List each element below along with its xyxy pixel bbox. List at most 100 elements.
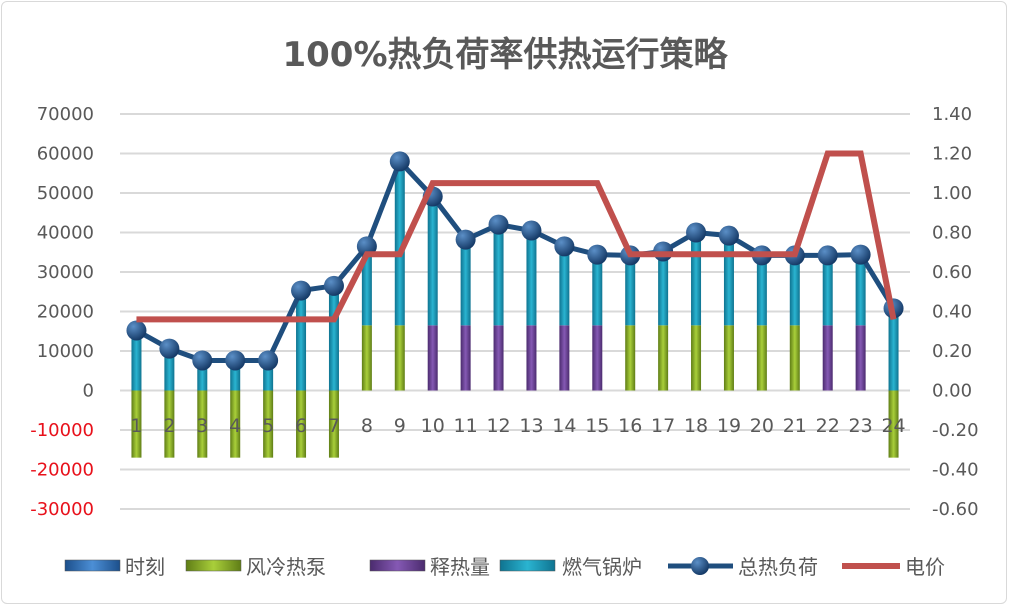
category-label: 18 xyxy=(684,415,708,437)
category-label: 22 xyxy=(816,415,840,437)
gas-boiler-bar xyxy=(493,224,504,326)
chart-title: 100%热负荷率供热运行策略 xyxy=(282,35,728,75)
category-label: 20 xyxy=(750,415,774,437)
total-load-point xyxy=(323,275,344,296)
gas-boiler-bar xyxy=(394,161,405,326)
left-axis-tick: 20000 xyxy=(37,302,94,323)
gas-boiler-bar xyxy=(559,246,570,326)
right-axis-tick: 0.60 xyxy=(932,262,972,283)
heat-release-bar xyxy=(460,325,471,391)
gas-boiler-bar xyxy=(756,255,767,326)
total-load-point xyxy=(126,320,147,341)
gas-boiler-bar xyxy=(822,255,833,326)
heat-pump-bar xyxy=(197,390,208,458)
heat-release-bar xyxy=(855,325,866,391)
category-label: 16 xyxy=(618,415,642,437)
gas-boiler-bar xyxy=(691,232,702,326)
legend-label: 总热负荷 xyxy=(738,555,818,579)
gas-boiler-bar xyxy=(723,235,734,326)
heat-pump-bar xyxy=(296,390,307,458)
gas-boiler-bar xyxy=(658,251,669,326)
heat-pump-bar xyxy=(361,325,372,391)
left-axis-tick: 10000 xyxy=(37,341,94,362)
total-load-point xyxy=(718,225,739,246)
total-load-point xyxy=(291,280,312,301)
category-label: 14 xyxy=(552,415,576,437)
total-load-line xyxy=(135,158,896,363)
total-load-point xyxy=(554,236,575,257)
heat-pump-bar xyxy=(756,325,767,391)
right-axis-tick: 1.40 xyxy=(932,104,972,125)
left-axis-tick: -10000 xyxy=(30,420,94,441)
left-axis-tick: 30000 xyxy=(37,262,94,283)
total-load-point xyxy=(192,350,213,371)
gas-boiler-bar xyxy=(526,230,537,326)
total-load-point xyxy=(850,244,871,265)
gas-boiler-bar xyxy=(296,290,307,391)
left-axis-tick: 40000 xyxy=(37,223,94,244)
category-label: 11 xyxy=(454,415,478,437)
gas-boiler-bar xyxy=(789,255,800,326)
left-axis-tick: 0 xyxy=(83,381,94,402)
category-label: 21 xyxy=(783,415,807,437)
gas-boiler-bar xyxy=(361,246,372,326)
gas-boiler-bar xyxy=(427,196,438,326)
category-label: 13 xyxy=(519,415,543,437)
gas-boiler-bar xyxy=(197,360,208,391)
heat-pump-bar xyxy=(888,390,899,458)
heat-pump-bar xyxy=(164,390,175,458)
category-label: 9 xyxy=(394,415,406,437)
price-line xyxy=(136,150,897,323)
heat-pump-bar xyxy=(658,325,669,391)
total-load-point xyxy=(587,244,608,265)
left-axis-tick: -30000 xyxy=(30,499,94,520)
heat-release-bar xyxy=(526,325,537,391)
legend-label: 燃气锅炉 xyxy=(562,555,642,579)
category-label: 15 xyxy=(585,415,609,437)
right-axis-tick: 1.00 xyxy=(932,183,972,204)
category-label: 4 xyxy=(229,415,241,437)
total-load-point xyxy=(455,229,476,250)
total-load-point xyxy=(159,338,180,359)
legend-swatch xyxy=(64,559,121,572)
total-load-point xyxy=(817,245,838,266)
total-load-point xyxy=(225,350,246,371)
category-label: 3 xyxy=(196,415,208,437)
heat-release-bar xyxy=(427,325,438,391)
right-axis-tick: 0.00 xyxy=(932,381,972,402)
legend-marker xyxy=(691,557,709,575)
total-load-point xyxy=(488,214,509,235)
gas-boiler-bar xyxy=(888,308,899,391)
right-axis-tick: -0.20 xyxy=(932,420,979,441)
left-axis-tick: 50000 xyxy=(37,183,94,204)
heat-pump-bar xyxy=(230,390,241,458)
heat-release-bar xyxy=(493,325,504,391)
right-axis-tick: 1.20 xyxy=(932,144,972,165)
left-axis-tick: -20000 xyxy=(30,460,94,481)
gas-boiler-bar xyxy=(230,360,241,391)
gas-boiler-bar xyxy=(263,360,274,391)
category-label: 10 xyxy=(421,415,445,437)
total-load-point xyxy=(521,220,542,241)
heat-pump-bar xyxy=(328,390,339,458)
category-label: 24 xyxy=(881,415,905,437)
heat-pump-bar xyxy=(789,325,800,391)
heat-pump-bar xyxy=(131,390,142,458)
heat-release-bar xyxy=(822,325,833,391)
heat-pump-bar xyxy=(394,325,405,391)
category-label: 5 xyxy=(262,415,274,437)
heat-release-bar xyxy=(592,325,603,391)
heat-pump-bar xyxy=(625,325,636,391)
legend-swatch xyxy=(499,559,556,572)
right-axis-tick: 0.20 xyxy=(932,341,972,362)
category-label: 12 xyxy=(486,415,510,437)
right-axis-tick: 0.80 xyxy=(932,223,972,244)
category-label: 7 xyxy=(328,415,340,437)
heat-pump-bar xyxy=(723,325,734,391)
category-label: 6 xyxy=(295,415,307,437)
gas-boiler-bar xyxy=(855,254,866,326)
left-axis-tick: 70000 xyxy=(37,104,94,125)
gas-boiler-bar xyxy=(131,330,142,391)
